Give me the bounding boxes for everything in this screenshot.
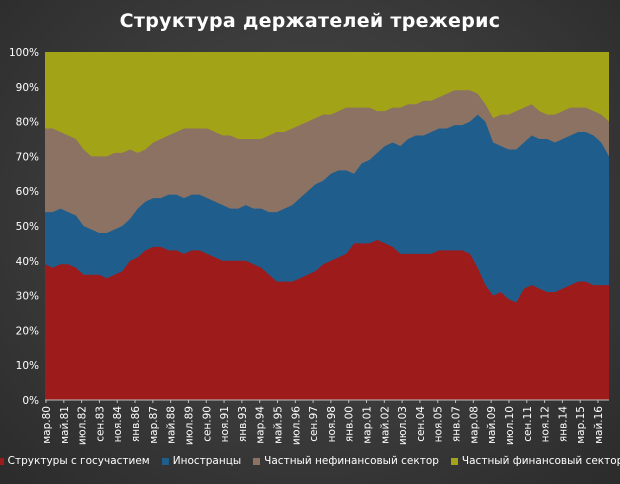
x-tick-label: июл.96: [290, 406, 302, 445]
y-tick-label: 10%: [16, 360, 39, 372]
legend-item-1: Иностранцы: [161, 455, 242, 467]
x-tick-label: мар.15: [575, 406, 587, 444]
legend-item-3: Частный финансовый сектор: [450, 455, 620, 467]
x-tick-label: сен.90: [201, 406, 213, 442]
chart-legend: Структуры с госучастием Иностранцы Частный…: [0, 455, 620, 467]
x-tick-label: мар.80: [41, 406, 53, 444]
x-tick-label: янв.14: [557, 406, 569, 442]
x-tick-label: мар.01: [362, 406, 374, 444]
legend-item-2: Частный нефинансовый сектор: [253, 455, 439, 467]
legend-swatch: [0, 457, 4, 465]
x-tick-label: май.81: [59, 406, 71, 444]
x-tick-label: сен.04: [415, 406, 427, 442]
legend-label: Иностранцы: [172, 455, 242, 467]
x-tick-label: июл.82: [77, 406, 89, 445]
y-tick-label: 20%: [16, 325, 39, 337]
x-tick-label: сен.11: [522, 406, 534, 442]
x-tick-label: янв.93: [237, 406, 249, 442]
legend-item-0: Структуры с госучастием: [0, 455, 150, 467]
x-tick-label: мар.87: [148, 406, 160, 444]
x-tick-label: май.02: [379, 406, 391, 444]
x-tick-label: ноя.84: [112, 406, 124, 443]
y-tick-label: 60%: [16, 186, 39, 198]
y-tick-label: 70%: [16, 151, 39, 163]
x-tick-label: июл.89: [183, 406, 195, 445]
legend-swatch: [253, 457, 261, 465]
legend-swatch: [161, 457, 169, 465]
x-tick-label: июл.03: [397, 406, 409, 445]
x-tick-label: мар.08: [468, 406, 480, 444]
x-tick-label: янв.00: [344, 406, 356, 442]
chart-title: Структура держателей трежерис: [119, 10, 501, 32]
x-tick-label: июл.10: [504, 406, 516, 445]
x-tick-label: ноя.98: [326, 406, 338, 442]
y-tick-label: 0%: [22, 395, 39, 407]
y-tick-label: 40%: [16, 256, 39, 268]
x-tick-label: ноя.12: [540, 406, 552, 442]
x-tick-label: май.95: [272, 406, 284, 444]
x-tick-label: янв.86: [130, 406, 142, 442]
legend-swatch: [450, 457, 458, 465]
legend-label: Частный финансовый сектор: [461, 455, 620, 467]
x-tick-label: сен.97: [308, 406, 320, 442]
x-tick-label: май.09: [486, 406, 498, 444]
x-tick-label: сен.83: [94, 406, 106, 442]
x-tick-label: янв.07: [451, 406, 463, 442]
y-tick-label: 50%: [16, 221, 39, 233]
y-tick-label: 90%: [16, 82, 39, 94]
series-area-0: [45, 239, 609, 400]
y-tick-label: 100%: [9, 47, 39, 59]
y-tick-label: 30%: [16, 291, 39, 303]
legend-label: Частный нефинансовый сектор: [264, 455, 439, 467]
x-tick-label: май.88: [166, 406, 178, 444]
x-tick-label: ноя.05: [433, 406, 445, 442]
legend-label: Структуры с госучастием: [7, 455, 150, 467]
y-tick-label: 80%: [16, 117, 39, 129]
x-tick-label: май.16: [593, 406, 605, 444]
x-tick-label: мар.94: [255, 406, 267, 444]
x-tick-label: ноя.91: [219, 406, 231, 442]
